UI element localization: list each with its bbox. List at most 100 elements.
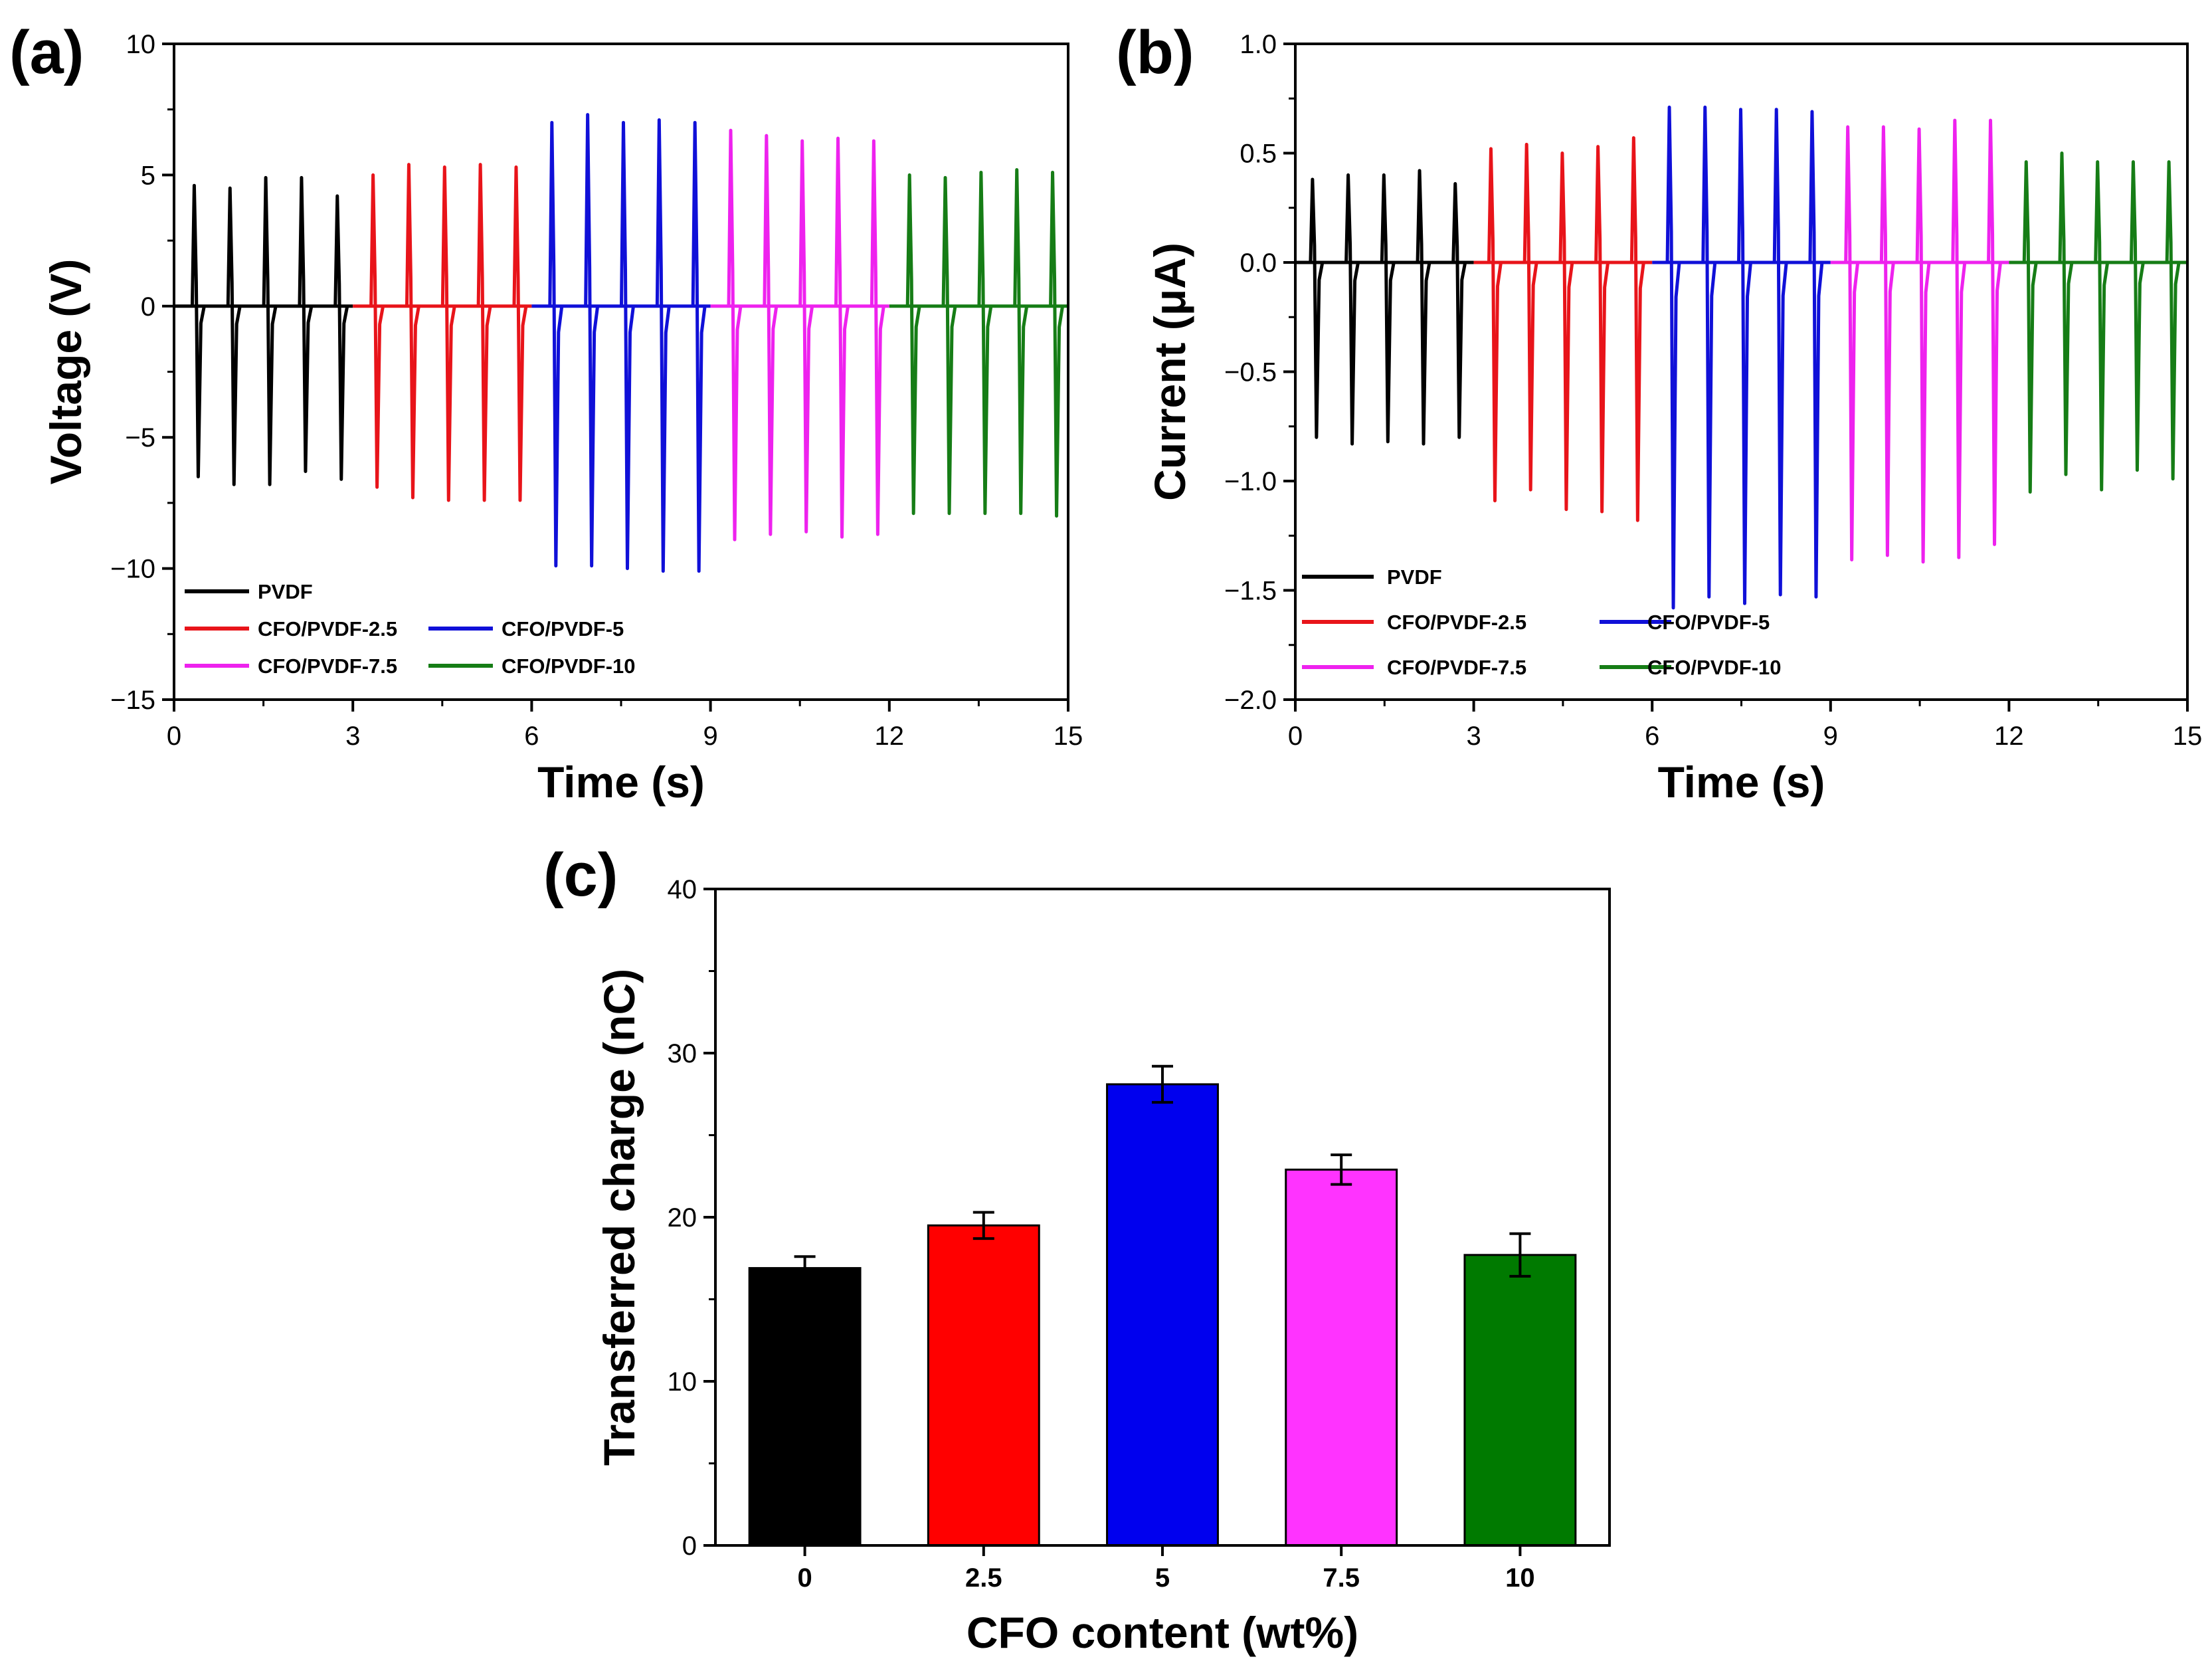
x-tick-label: 9 — [1823, 722, 1838, 751]
series-a-1 — [353, 163, 532, 502]
x-tick-label: 5 — [1155, 1563, 1170, 1593]
pulse-CFO/PVDF-10-2 — [977, 170, 993, 516]
pulse-CFO/PVDF-5-2 — [1737, 108, 1752, 605]
pulse-CFO/PVDF-2.5-4 — [512, 165, 528, 502]
pulse-CFO/PVDF-7.5-4 — [870, 139, 885, 536]
y-axis-label: Voltage (V) — [41, 259, 90, 485]
y-tick-label: −1.0 — [1224, 467, 1277, 496]
legend-label: CFO/PVDF-5 — [1647, 611, 1770, 634]
series-a-2 — [531, 113, 711, 573]
bar-7.5 — [1285, 1168, 1398, 1547]
x-axis-label: CFO content (wt%) — [967, 1608, 1358, 1657]
x-tick-label: 2.5 — [965, 1563, 1002, 1593]
y-tick-label: 20 — [668, 1203, 697, 1232]
panel-label: (b) — [1116, 19, 1194, 86]
x-tick-label: 0 — [797, 1563, 812, 1593]
pulse-CFO/PVDF-2.5-3 — [476, 163, 492, 502]
pulse-CFO/PVDF-5-1 — [584, 113, 600, 568]
legend-label: CFO/PVDF-10 — [502, 654, 636, 678]
x-tick-label: 15 — [1054, 722, 1083, 751]
x-tick-label: 0 — [1288, 722, 1303, 751]
pulse-CFO/PVDF-10-1 — [2058, 151, 2074, 476]
y-tick-label: 10 — [668, 1367, 697, 1397]
legend-label: PVDF — [1387, 565, 1442, 589]
pulse-CFO/PVDF-5-0 — [548, 120, 564, 568]
pulse-CFO/PVDF-5-2 — [619, 120, 635, 571]
series-b-4 — [2009, 151, 2187, 494]
x-tick-label: 6 — [1645, 722, 1659, 751]
pulse-CFO/PVDF-10-4 — [2165, 160, 2181, 481]
pulse-CFO/PVDF-10-3 — [2129, 160, 2145, 472]
y-tick-label: 0.0 — [1240, 248, 1277, 278]
legend-label: CFO/PVDF-7.5 — [258, 654, 397, 678]
legend-label: PVDF — [258, 580, 313, 603]
y-tick-label: −15 — [110, 686, 155, 715]
pulse-PVDF-4 — [333, 194, 349, 481]
y-tick-label: −2.0 — [1224, 686, 1277, 715]
pulse-CFO/PVDF-7.5-2 — [1915, 127, 1931, 564]
pulse-PVDF-3 — [1416, 169, 1431, 446]
series-a-0 — [174, 175, 353, 486]
panel-b: 0 3 6 9 12 15 −2.0 −1.5 −1.0 −0.5 0.0 0.5 1.0 Time (s… — [1116, 19, 2202, 807]
pulse-CFO/PVDF-7.5-1 — [1879, 125, 1895, 557]
panel-c: 0 2.5 5 7.5 10 0 10 20 30 40 CFO content (wt%) Tran… — [543, 841, 1611, 1657]
pulse-CFO/PVDF-2.5-1 — [405, 163, 420, 500]
x-tick-label: 7.5 — [1323, 1563, 1360, 1593]
pulse-CFO/PVDF-10-0 — [2022, 160, 2038, 494]
pulse-CFO/PVDF-2.5-0 — [1487, 147, 1503, 503]
pulse-CFO/PVDF-5-4 — [1808, 110, 1824, 599]
pulse-CFO/PVDF-7.5-3 — [834, 136, 850, 539]
bar-5 — [1106, 1083, 1219, 1547]
series-a-4 — [889, 168, 1068, 518]
pulse-CFO/PVDF-5-1 — [1701, 105, 1717, 599]
pulse-CFO/PVDF-10-0 — [905, 173, 921, 516]
pulse-CFO/PVDF-2.5-1 — [1522, 142, 1538, 492]
y-tick-label: 0 — [682, 1531, 697, 1561]
panel-label: (c) — [543, 841, 618, 909]
pulse-CFO/PVDF-7.5-2 — [798, 139, 814, 534]
y-tick-label: −10 — [110, 555, 155, 584]
legend-label: CFO/PVDF-2.5 — [258, 617, 397, 640]
x-tick-label: 3 — [345, 722, 360, 751]
pulse-PVDF-4 — [1451, 182, 1467, 439]
pulse-CFO/PVDF-10-3 — [1013, 168, 1029, 516]
series-b-3 — [1830, 118, 2009, 564]
y-tick-label: 40 — [668, 875, 697, 904]
x-tick-label: 0 — [167, 722, 181, 751]
pulse-CFO/PVDF-7.5-0 — [1844, 125, 1860, 561]
bar-2.5 — [927, 1224, 1040, 1547]
y-tick-label: 10 — [126, 30, 156, 59]
legend: PVDF CFO/PVDF-2.5 CFO/PVDF-5 CFO/PVDF-7.5 CF… — [185, 580, 636, 678]
pulse-CFO/PVDF-7.5-0 — [727, 128, 743, 541]
pulse-CFO/PVDF-7.5-3 — [1951, 118, 1967, 559]
pulse-CFO/PVDF-10-2 — [2094, 160, 2110, 492]
y-axis-label: Current (μA) — [1145, 243, 1194, 501]
legend-label: CFO/PVDF-2.5 — [1387, 611, 1526, 634]
x-tick-label: 12 — [1994, 722, 2024, 751]
y-tick-label: −5 — [125, 423, 155, 452]
x-tick-label: 9 — [703, 722, 717, 751]
pulse-CFO/PVDF-2.5-0 — [369, 173, 385, 489]
x-tick-label: 15 — [2173, 722, 2203, 751]
pulse-PVDF-1 — [226, 186, 242, 486]
pulse-CFO/PVDF-7.5-1 — [763, 134, 779, 536]
pulse-PVDF-3 — [298, 175, 314, 474]
series-b-2 — [1652, 105, 1831, 610]
pulse-CFO/PVDF-5-4 — [691, 120, 707, 573]
y-tick-label: 0 — [141, 292, 155, 322]
x-tick-label: 10 — [1505, 1563, 1535, 1593]
y-tick-label: −0.5 — [1224, 358, 1277, 387]
legend-label: CFO/PVDF-7.5 — [1387, 656, 1526, 679]
legend-label: CFO/PVDF-5 — [502, 617, 624, 640]
pulse-CFO/PVDF-2.5-2 — [440, 165, 456, 502]
bar-10 — [1463, 1254, 1577, 1547]
pulse-CFO/PVDF-2.5-3 — [1594, 145, 1610, 514]
pulse-CFO/PVDF-10-4 — [1049, 170, 1065, 518]
panel-a: 0 3 6 9 12 15 −15 −10 −5 0 5 10 Time (s) Voltage (V) (… — [9, 19, 1083, 807]
legend: PVDF CFO/PVDF-2.5 CFO/PVDF-5 CFO/PVDF-7.5 CF… — [1302, 565, 1782, 679]
y-tick-label: −1.5 — [1224, 577, 1277, 606]
pulse-PVDF-2 — [1380, 173, 1396, 444]
x-tick-label: 12 — [875, 722, 905, 751]
pulse-PVDF-1 — [1344, 173, 1360, 446]
